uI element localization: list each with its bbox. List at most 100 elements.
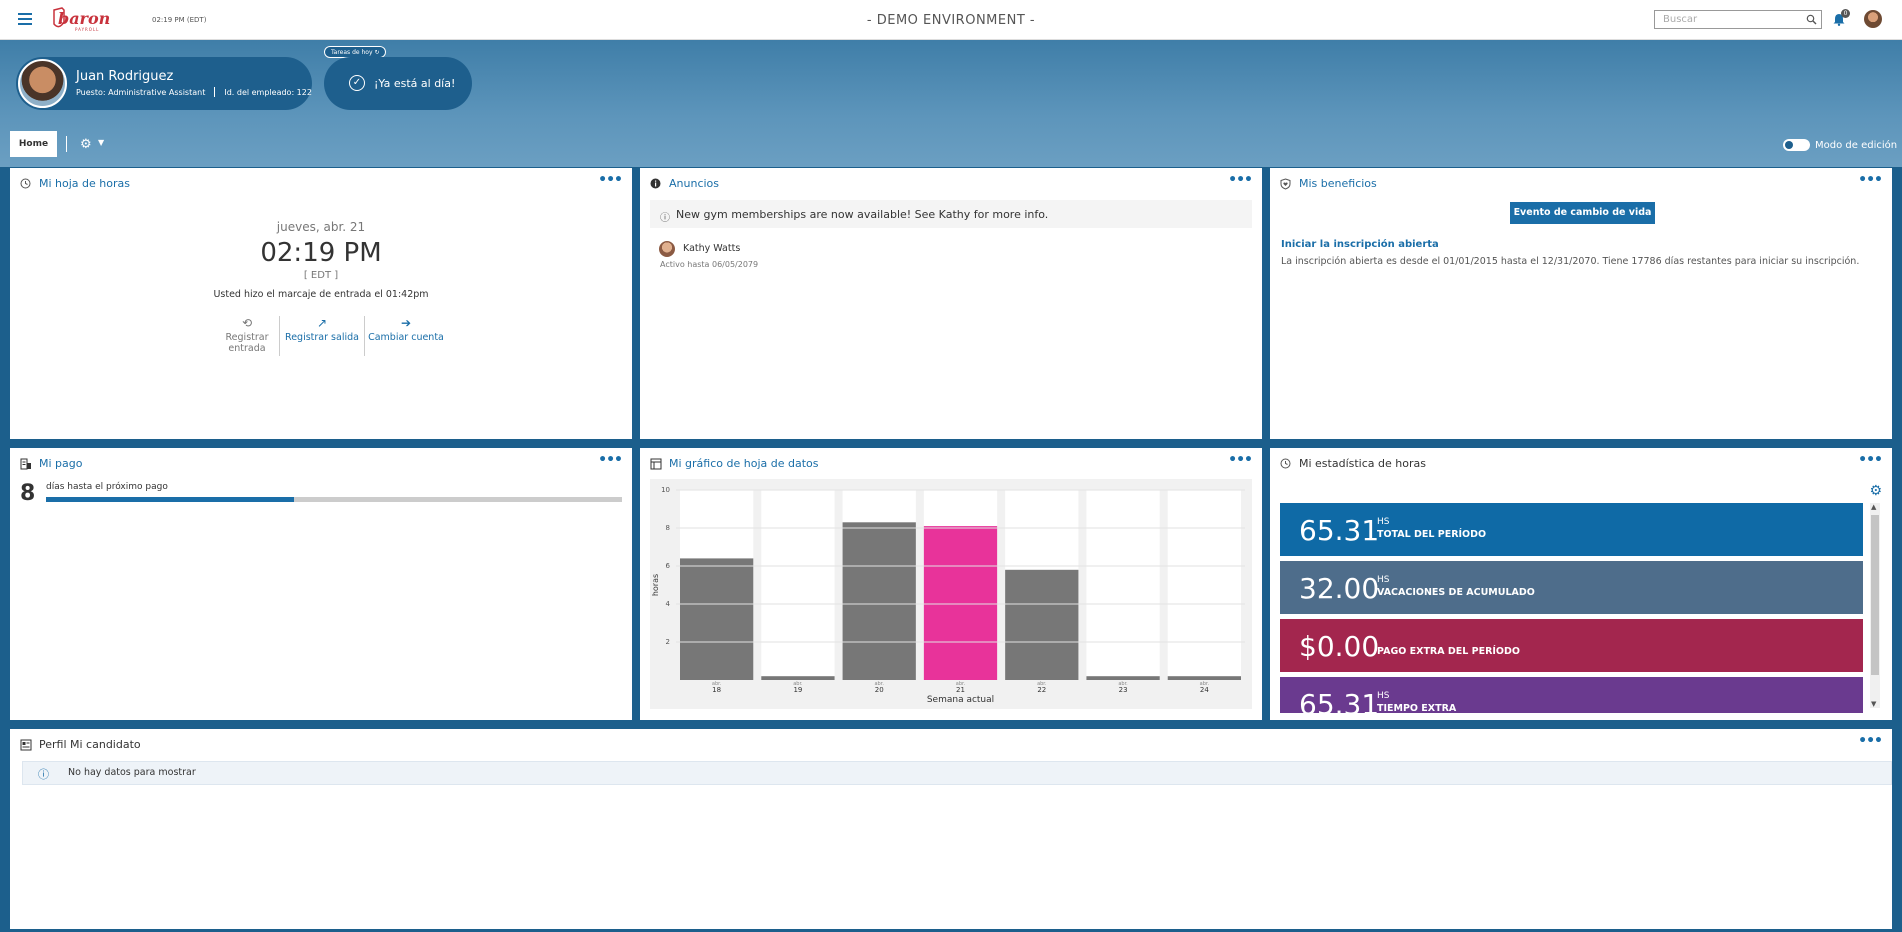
panel-title[interactable]: Mis beneficios xyxy=(1299,177,1377,190)
hours-tiles-scroll: 65.31 HS TOTAL DEL PERÍODO 32.00 HS VACA… xyxy=(1270,503,1892,713)
info-circle-icon xyxy=(650,178,661,189)
more-icon[interactable]: ••• xyxy=(598,452,623,468)
clock-out-label: Registrar salida xyxy=(285,332,359,343)
timesheet-time: 02:19 PM xyxy=(260,238,382,268)
more-icon[interactable]: ••• xyxy=(1858,452,1883,468)
empty-state-text: No hay datos para mostrar xyxy=(68,767,196,778)
chart-x-label: Semana actual xyxy=(927,695,994,705)
timesheet-date: jueves, abr. 21 xyxy=(276,220,366,234)
change-account-button[interactable]: ➔ Cambiar cuenta xyxy=(366,316,446,343)
announcements-panel: Anuncios ••• ⓘ New gym memberships are n… xyxy=(640,168,1262,439)
timesheet-timezone: [ EDT ] xyxy=(303,270,339,281)
profile-name: Juan Rodriguez xyxy=(76,69,174,84)
hours-tile-unit: HS xyxy=(1377,575,1390,585)
action-divider xyxy=(364,316,365,356)
hours-tile: 65.31 HS TIEMPO EXTRA xyxy=(1280,677,1863,713)
pay-stack-icon xyxy=(20,458,31,470)
status-card[interactable] xyxy=(324,57,472,110)
user-avatar[interactable] xyxy=(1864,10,1882,28)
panel-title[interactable]: Mi hoja de horas xyxy=(39,177,130,190)
external-link-icon: ↗ xyxy=(316,316,328,330)
chart-column-bg xyxy=(761,490,835,680)
chart-x-tick-prefix: abr. xyxy=(793,681,803,687)
hours-tile-value: 65.31 xyxy=(1299,688,1380,713)
hours-tile: $0.00 PAGO EXTRA DEL PERÍODO xyxy=(1280,619,1863,672)
scroll-up-icon[interactable]: ▲ xyxy=(1871,503,1877,511)
refresh-icon: ↻ xyxy=(374,49,380,56)
logo[interactable]: baron xyxy=(58,9,111,28)
more-icon[interactable]: ••• xyxy=(598,172,623,188)
chart-x-tick-prefix: abr. xyxy=(956,681,966,687)
logo-shield-icon xyxy=(53,7,65,28)
settings-gear-icon[interactable]: ⚙ xyxy=(1869,483,1882,499)
chart-x-tick-prefix: abr. xyxy=(1037,681,1047,687)
hours-scrollbar[interactable]: ▲ ▼ xyxy=(1870,503,1880,708)
chart-x-tick-prefix: abr. xyxy=(1200,681,1210,687)
more-icon[interactable]: ••• xyxy=(1858,172,1883,188)
pay-panel: Mi pago ••• 8 días hasta el próximo pago xyxy=(10,448,632,720)
chart-bar xyxy=(842,522,916,680)
chart-y-tick: 2 xyxy=(666,638,670,646)
pay-progress-bar xyxy=(46,497,622,502)
chart-bar xyxy=(1167,676,1241,680)
clock-icon xyxy=(1280,458,1291,469)
clock-in-icon: ⟲ xyxy=(241,316,253,330)
profile-card-icon xyxy=(20,739,32,751)
current-time: 02:19 PM (EDT) xyxy=(152,16,207,24)
clock-out-button[interactable]: ↗ Registrar salida xyxy=(282,316,362,343)
profile-position: Puesto: Administrative Assistant xyxy=(76,88,206,97)
clock-in-button[interactable]: ⟲ Registrar entrada xyxy=(208,316,286,354)
scrollbar-thumb[interactable] xyxy=(1871,515,1879,675)
announcement-item xyxy=(650,200,1252,228)
hours-tile-value: 65.31 xyxy=(1299,514,1380,547)
announcement-author: Kathy Watts xyxy=(683,243,741,254)
scroll-down-icon[interactable]: ▼ xyxy=(1871,700,1877,708)
chart-x-tick: 22 xyxy=(1037,686,1046,694)
panel-title[interactable]: Anuncios xyxy=(669,177,720,190)
chart-x-tick: 24 xyxy=(1200,686,1209,694)
announcement-active-until: Activo hasta 06/05/2079 xyxy=(660,260,759,269)
profile-photo xyxy=(18,59,67,108)
chart-bar xyxy=(1086,676,1160,680)
search-input[interactable] xyxy=(1655,11,1795,28)
search-icon[interactable] xyxy=(1806,14,1817,25)
hero-banner xyxy=(0,40,1902,167)
meta-divider xyxy=(214,87,216,97)
open-enrollment-link[interactable]: Iniciar la inscripción abierta xyxy=(1281,239,1439,250)
tab-home[interactable]: Home xyxy=(10,131,57,157)
edit-mode-label: Modo de edición xyxy=(1815,140,1898,151)
pay-days-label: días hasta el próximo pago xyxy=(46,482,168,492)
check-circle-icon: ✓ xyxy=(349,75,365,91)
panel-title[interactable]: Mi gráfico de hoja de datos xyxy=(669,457,819,470)
more-icon[interactable]: ••• xyxy=(1228,452,1253,468)
arrow-right-icon: ➔ xyxy=(400,316,412,330)
caret-down-icon[interactable]: ▼ xyxy=(98,138,105,147)
chart-x-tick-prefix: abr. xyxy=(874,681,884,687)
hours-tile-label: TOTAL DEL PERÍODO xyxy=(1377,529,1487,540)
announcement-text: New gym memberships are now available! S… xyxy=(676,208,1049,221)
candidate-profile-panel: Perfil Mi candidato ••• ⓘ No hay datos p… xyxy=(10,729,1892,929)
menu-icon[interactable] xyxy=(18,13,32,25)
author-avatar xyxy=(659,241,675,257)
clock-in-label: Registrar entrada xyxy=(225,332,269,354)
benefits-panel: Mis beneficios ••• Evento de cambio de v… xyxy=(1270,168,1892,439)
chart-bar xyxy=(923,526,998,680)
panel-title[interactable]: Mi estadística de horas xyxy=(1299,457,1426,470)
hours-tile-label: PAGO EXTRA DEL PERÍODO xyxy=(1377,646,1520,657)
chart-column-bg xyxy=(1167,490,1241,680)
logo-subtitle: PAYROLL xyxy=(75,27,100,32)
chart-column-bg xyxy=(1086,490,1160,680)
info-icon: ⓘ xyxy=(660,213,670,224)
more-icon[interactable]: ••• xyxy=(1228,172,1253,188)
pay-progress-fill xyxy=(46,497,294,502)
gear-icon[interactable]: ⚙ xyxy=(80,137,92,152)
life-event-button[interactable]: Evento de cambio de vida xyxy=(1510,202,1655,224)
chart-y-tick: 10 xyxy=(661,486,670,494)
panel-title[interactable]: Perfil Mi candidato xyxy=(39,738,141,751)
chart-y-tick: 8 xyxy=(666,524,670,532)
edit-mode-toggle[interactable] xyxy=(1783,139,1810,151)
more-icon[interactable]: ••• xyxy=(1858,733,1883,749)
hours-tile-unit: HS xyxy=(1377,517,1390,527)
panel-title[interactable]: Mi pago xyxy=(39,457,83,470)
chart-x-tick: 19 xyxy=(793,686,802,694)
